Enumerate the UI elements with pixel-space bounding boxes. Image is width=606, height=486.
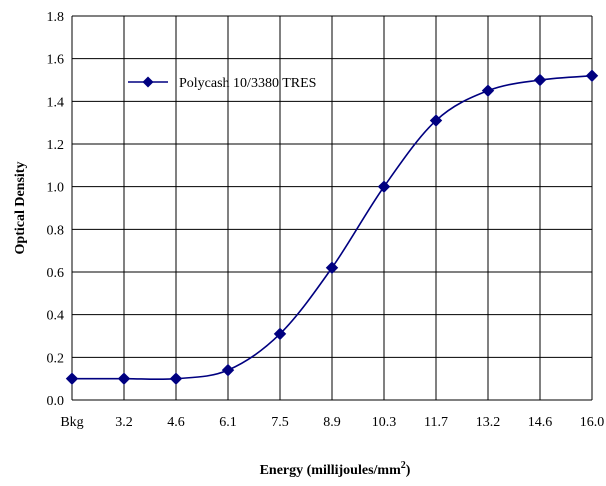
series — [65, 69, 599, 385]
y-tick-label: 1.4 — [47, 95, 65, 110]
y-tick-label: 0.0 — [47, 394, 65, 409]
y-axis-title: Optical Density — [13, 162, 28, 255]
data-point-diamond-icon — [117, 372, 131, 385]
gridlines — [71, 15, 593, 401]
x-tick-labels: Bkg 3.2 4.6 6.1 7.5 8.9 10.3 11.7 13.2 14.6 16.0 — [60, 415, 604, 430]
data-point-diamond-icon — [273, 327, 287, 341]
y-tick-labels: 0.0 0.2 0.4 0.6 0.8 1.0 1.2 1.4 1.6 1.8 — [47, 10, 65, 409]
x-tick-label: 10.3 — [372, 415, 397, 430]
data-point-diamond-icon — [481, 84, 495, 97]
y-tick-label: 1.2 — [47, 138, 65, 153]
x-tick-label: 13.2 — [476, 415, 501, 430]
y-tick-label: 0.4 — [47, 309, 65, 324]
y-tick-label: 0.8 — [47, 223, 65, 238]
y-tick-label: 1.6 — [47, 53, 65, 68]
data-point-diamond-icon — [533, 73, 547, 87]
data-point-diamond-icon — [325, 261, 339, 274]
x-tick-label: 11.7 — [424, 415, 448, 430]
data-point-diamond-icon — [377, 180, 391, 193]
y-tick-label: 0.2 — [47, 351, 65, 366]
y-tick-label: 1.8 — [47, 10, 65, 25]
x-tick-label: 6.1 — [219, 415, 237, 430]
legend-marker-diamond-icon — [142, 76, 154, 88]
data-point-diamond-icon — [221, 363, 235, 377]
data-point-diamond-icon — [169, 372, 183, 385]
x-axis-title-suffix: ) — [406, 463, 411, 478]
y-tick-label: 1.0 — [47, 181, 65, 196]
x-tick-label: 7.5 — [271, 415, 289, 430]
x-tick-label: 8.9 — [323, 415, 341, 430]
x-axis-title-superscript: 2 — [401, 460, 406, 471]
x-tick-label: 4.6 — [167, 415, 185, 430]
x-tick-label: 14.6 — [528, 415, 553, 430]
data-point-diamond-icon — [65, 372, 79, 385]
legend-label: Polycash 10/3380 TRES — [179, 76, 316, 91]
x-axis-title-main: Energy (millijoules/mm — [260, 463, 401, 478]
x-axis-title: Energy (millijoules/mm2) — [260, 460, 411, 478]
x-tick-label: 16.0 — [580, 415, 605, 430]
legend: Polycash 10/3380 TRES — [128, 76, 316, 91]
data-point-diamond-icon — [585, 69, 599, 82]
x-tick-label: Bkg — [60, 415, 83, 430]
data-point-diamond-icon — [429, 114, 443, 127]
y-tick-label: 0.6 — [47, 266, 65, 281]
x-tick-label: 3.2 — [115, 415, 133, 430]
